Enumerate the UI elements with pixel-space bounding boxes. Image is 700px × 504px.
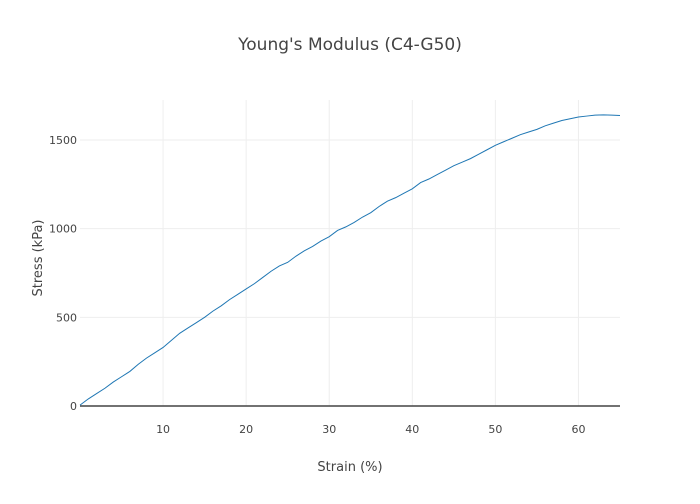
y-tick-label: 1500 xyxy=(49,134,77,147)
x-axis-title: Strain (%) xyxy=(317,460,382,475)
chart-title: Young's Modulus (C4-G50) xyxy=(237,35,462,55)
x-tick-label: 30 xyxy=(322,423,336,436)
x-tick-label: 40 xyxy=(405,423,419,436)
y-axis-title: Stress (kPa) xyxy=(31,220,46,297)
tick-labels-layer: 10 20 30 40 50 60 0 500 1000 1500 xyxy=(49,134,585,436)
series-layer xyxy=(79,114,621,406)
y-tick-label: 500 xyxy=(56,311,77,324)
series-line xyxy=(79,114,621,406)
y-tick-label: 0 xyxy=(70,400,77,413)
x-tick-label: 20 xyxy=(239,423,253,436)
grid-layer xyxy=(80,100,620,406)
x-tick-label: 50 xyxy=(488,423,502,436)
x-tick-label: 60 xyxy=(571,423,585,436)
y-tick-label: 1000 xyxy=(49,223,77,236)
x-tick-label: 10 xyxy=(156,423,170,436)
